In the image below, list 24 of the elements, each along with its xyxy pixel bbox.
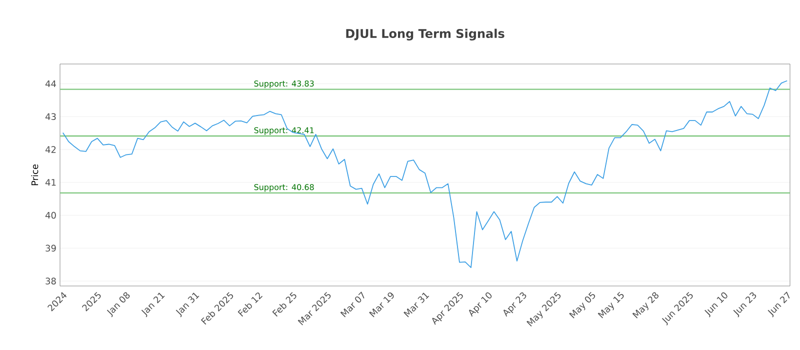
x-tick-label: Mar 07	[340, 292, 364, 318]
y-tick-label: 39	[46, 244, 56, 252]
chart-title: DJUL Long Term Signals	[346, 28, 504, 40]
y-tick-label: 40	[45, 212, 56, 219]
x-tick-label: Jun 27	[768, 292, 790, 318]
x-tick-label: Jan 08	[106, 292, 130, 318]
y-axis-title: Price	[31, 164, 38, 186]
x-tick-label: Feb 25	[272, 292, 296, 317]
x-tick-label: Jan 31	[176, 292, 200, 318]
ref-line-label: Support: 42.41	[254, 127, 314, 135]
line-series	[62, 80, 788, 268]
ref-line-label: Support: 40.68	[254, 184, 314, 192]
y-tick-label: 42	[45, 146, 56, 153]
x-tick-label: Jun 23	[733, 292, 756, 318]
y-tick-label: 38	[46, 278, 56, 284]
x-tick-label: Jun 10	[704, 292, 728, 318]
y-tick-label: 44	[45, 80, 56, 88]
y-tick-label: 41	[45, 179, 56, 186]
x-tick-label: Apr 10	[469, 292, 492, 317]
x-tick-label: Apr 23	[503, 292, 526, 317]
x-tick-label: Feb 12	[238, 292, 263, 317]
ref-line-label: Support: 43.83	[254, 80, 314, 88]
x-tick-label: Jan 21	[141, 292, 165, 318]
y-tick-label: 43	[45, 113, 56, 120]
